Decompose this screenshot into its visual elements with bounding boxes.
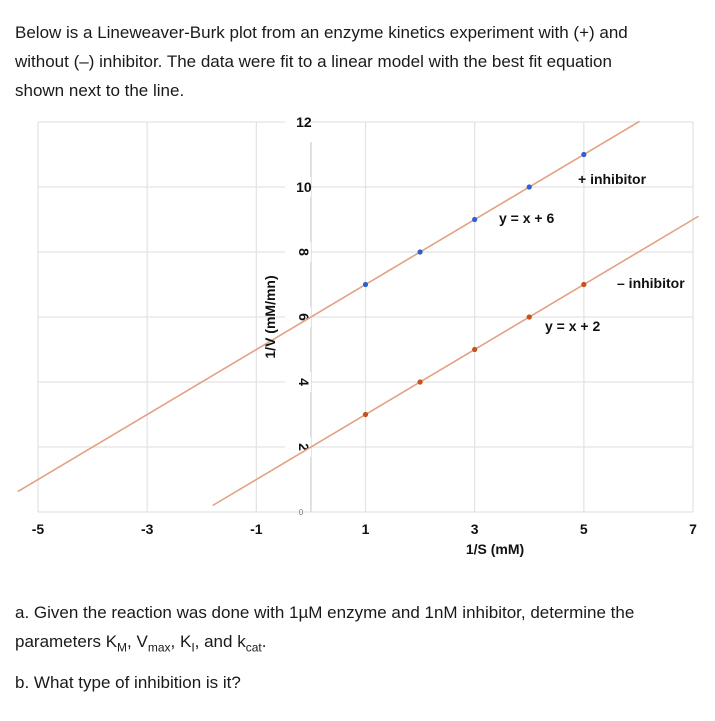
fit-lines [17,120,699,507]
x-tick-label: 5 [580,521,588,537]
axis-ticks: -5 -3 -1 1 3 5 7 0 2 4 6 8 10 12 [32,112,697,537]
question-b: b. What type of inhibition is it? [15,673,241,692]
x-tick-label: 3 [471,521,479,537]
data-point [362,411,369,418]
data-point [417,249,423,255]
y-tick-label: 6 [296,313,312,321]
y-tick-label: 12 [296,114,312,130]
equation-minus-inhibitor: y = x + 2 [545,318,600,334]
equation-plus-inhibitor: y = x + 6 [499,210,554,226]
question-a-line-2: parameters KM, Vmax, KI, and kcat. [15,632,267,655]
y-tick-label: 0 [299,508,304,517]
data-points [362,151,587,418]
data-point [472,346,478,353]
data-point [526,314,532,320]
data-point [362,281,369,288]
x-tick-label: -3 [141,521,154,537]
intro-line-1: Below is a Lineweaver-Burk plot from an … [15,23,628,42]
x-tick-label: 7 [689,521,697,537]
y-tick-label: 4 [296,378,312,386]
fit-line [17,120,640,493]
y-tick-label: 2 [296,443,312,451]
series-label-minus-inhibitor: – inhibitor [617,275,685,291]
question-a: a. Given the reaction was done with 1µM … [15,603,634,623]
y-axis-label: 1/V (mM/mn) [262,275,278,358]
question-a-line-1: a. Given the reaction was done with 1µM … [15,603,635,622]
intro-text: Below is a Lineweaver-Burk plot from an … [15,18,705,105]
x-tick-label: -1 [250,521,263,537]
lineweaver-burk-chart: -5 -3 -1 1 3 5 7 0 2 4 6 8 10 12 + inhibitor y = x + 6… [17,112,699,557]
x-axis-label: 1/S (mM) [466,541,524,557]
x-tick-label: -5 [32,521,45,537]
data-point [526,184,532,190]
y-tick-label: 10 [296,179,312,195]
fit-line [212,215,699,507]
x-tick-label: 1 [362,521,370,537]
y-tick-label: 8 [296,248,312,256]
data-point [472,216,478,223]
intro-line-3: shown next to the line. [15,81,185,100]
data-point [581,151,587,158]
chart-grid [37,121,694,513]
data-point [417,379,423,385]
intro-line-2: without (–) inhibitor. The data were fit… [15,52,612,71]
series-label-plus-inhibitor: + inhibitor [578,171,647,187]
series-labels: + inhibitor y = x + 6 – inhibitor y = x + 2 [499,171,685,334]
data-point [581,281,587,288]
